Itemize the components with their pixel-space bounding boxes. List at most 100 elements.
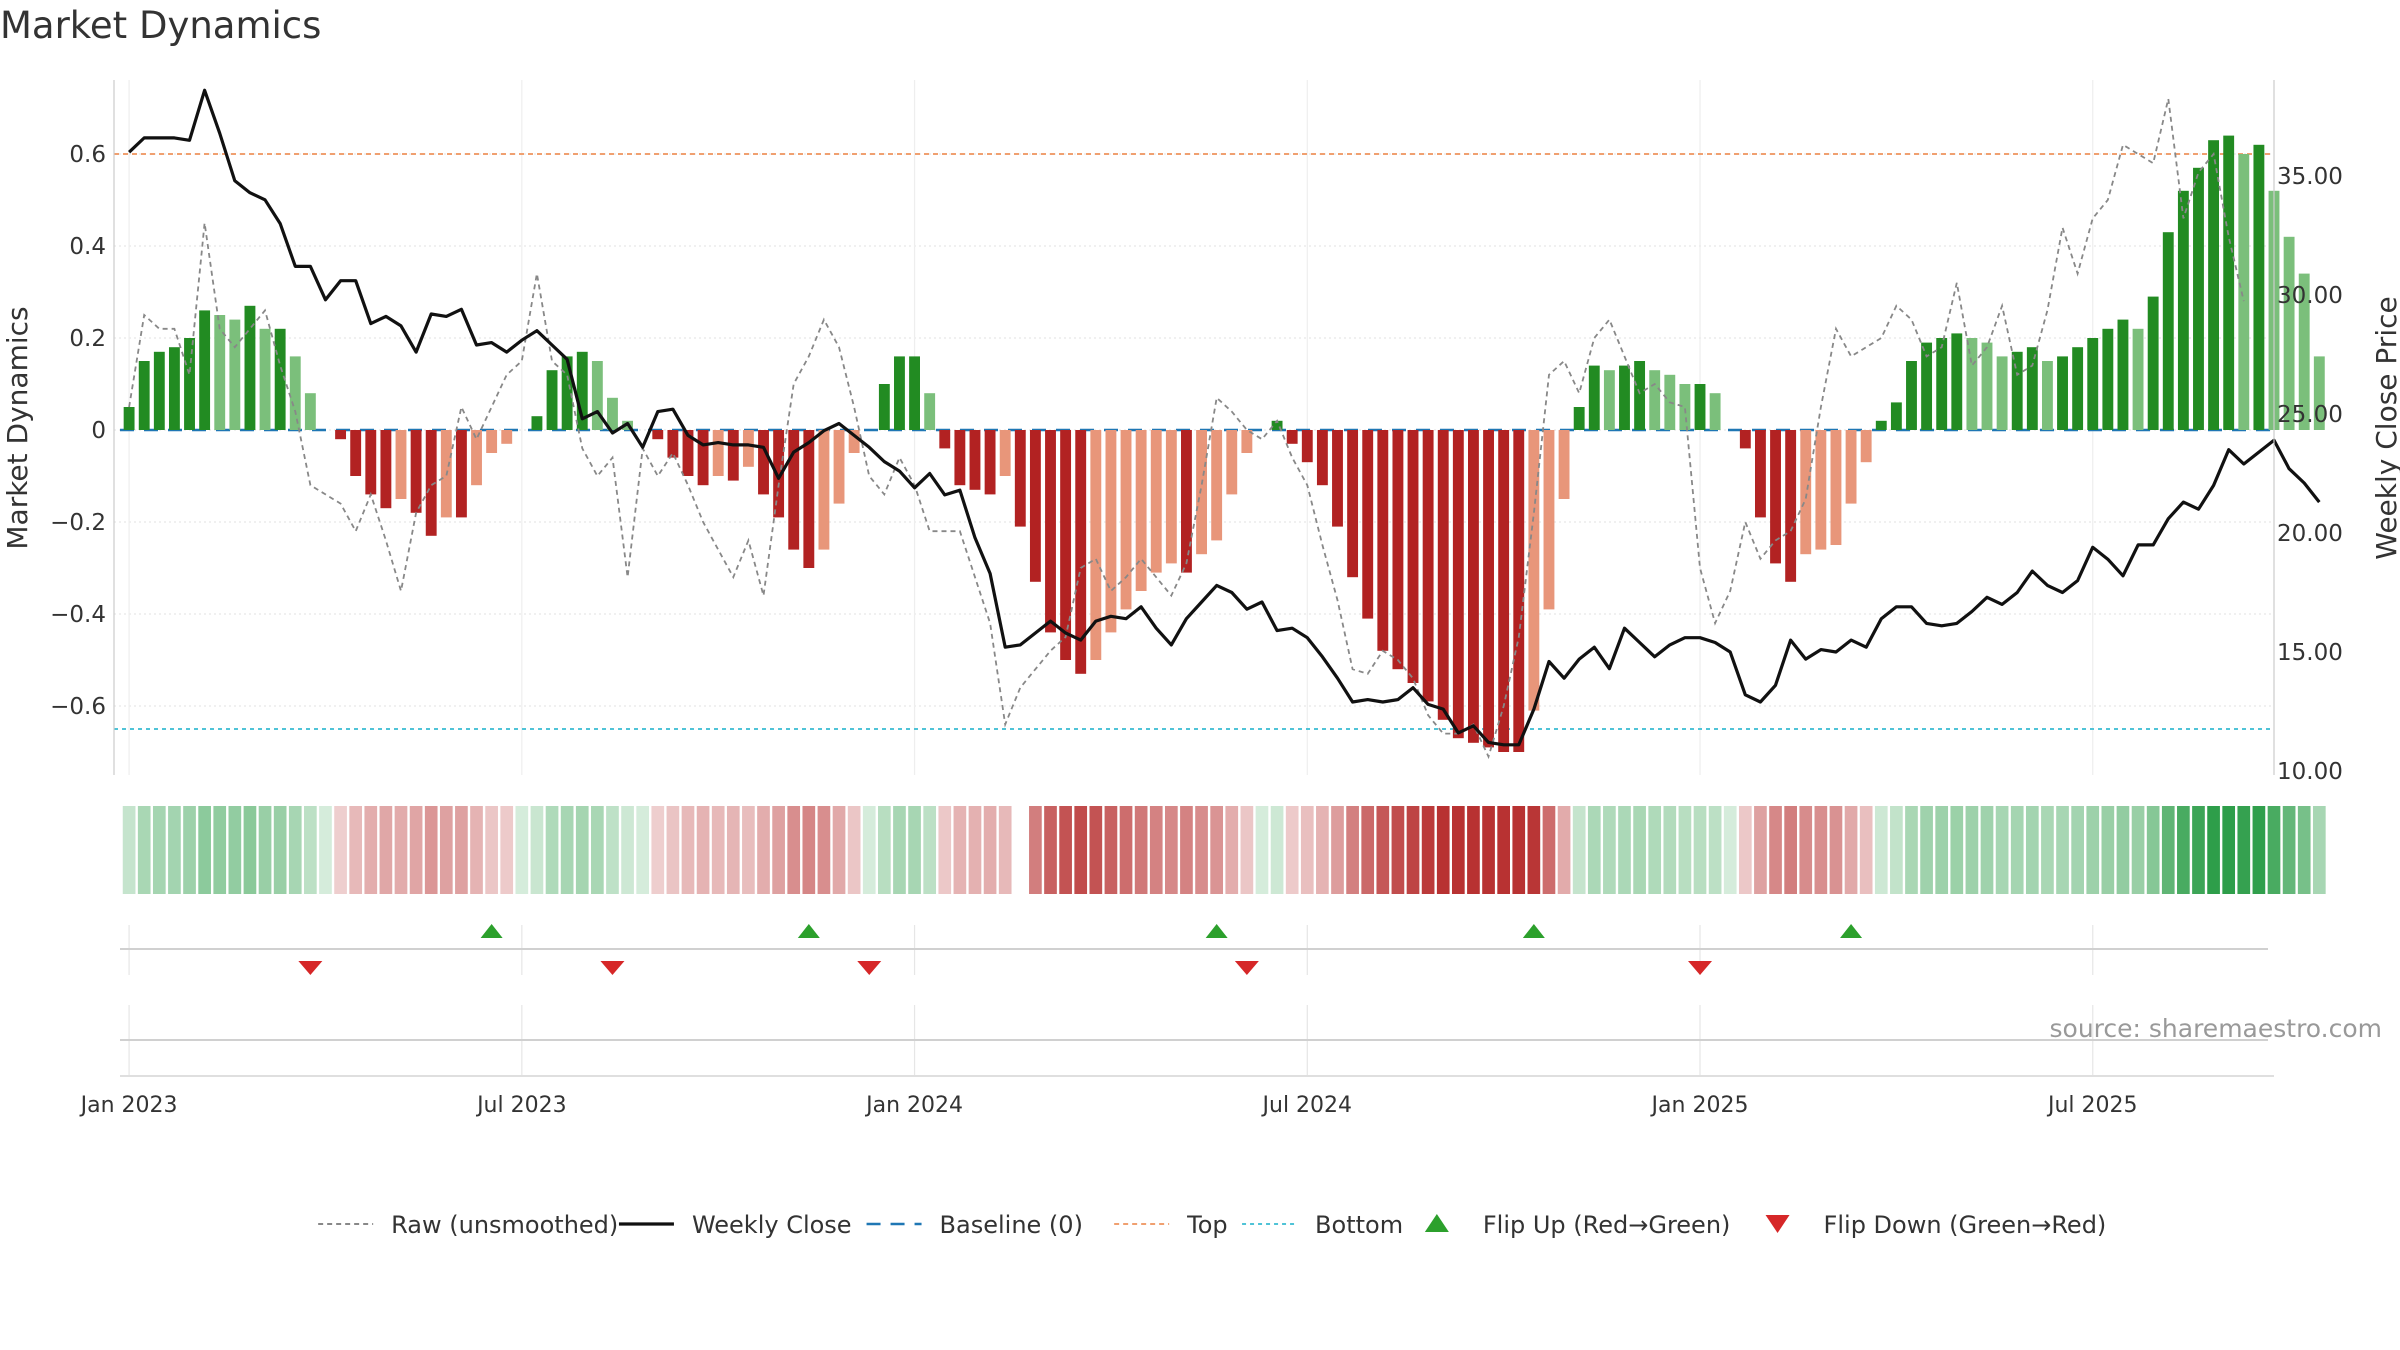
strip-cell: [500, 806, 514, 894]
momentum-bar: [2057, 356, 2068, 430]
momentum-bar: [1060, 430, 1072, 660]
strip-cell: [1829, 806, 1843, 894]
momentum-bar: [742, 430, 754, 467]
strip-cell: [893, 806, 906, 894]
momentum-bar: [1573, 407, 1585, 430]
strip-cell: [847, 806, 861, 894]
strip-cell: [1995, 806, 2009, 894]
momentum-bar: [274, 328, 286, 430]
momentum-bar: [1815, 430, 1827, 550]
strip-cell: [862, 806, 876, 894]
momentum-bar: [1528, 430, 1540, 711]
strip-cell: [1557, 806, 1571, 894]
momentum-bar: [2193, 167, 2204, 431]
momentum-bar: [2177, 190, 2189, 430]
momentum-bar: [168, 347, 180, 430]
momentum-bar: [1286, 430, 1298, 444]
momentum-bar: [1634, 361, 1646, 430]
strip-cell: [2222, 806, 2236, 894]
strip-cell: [1708, 806, 1722, 894]
strip-cell: [742, 806, 755, 894]
strip-cell: [560, 806, 574, 894]
strip-cell: [998, 806, 1012, 894]
strip-cell: [1482, 806, 1495, 894]
strip-cell: [1134, 806, 1148, 894]
strip-cell: [2101, 806, 2115, 894]
momentum-bar: [1830, 430, 1842, 545]
strip-cell: [2131, 806, 2145, 894]
momentum-bar: [561, 356, 573, 430]
strip-cell: [2086, 806, 2100, 894]
strip-cell: [1633, 806, 1646, 894]
strip-cell: [349, 806, 363, 894]
strip-cell: [802, 806, 816, 894]
source-note: source: sharemaestro.com: [2049, 1014, 2383, 1043]
right-tick-label: 35.00: [2277, 164, 2343, 190]
momentum-bar: [1226, 430, 1238, 495]
strip-cell: [394, 806, 408, 894]
momentum-bar: [2132, 328, 2144, 430]
momentum-bar: [1785, 430, 1797, 582]
momentum-bar: [380, 430, 392, 509]
strip-cell: [1920, 806, 1933, 894]
momentum-bar: [924, 393, 936, 430]
momentum-bar: [758, 430, 769, 495]
strip-cell: [183, 806, 196, 894]
strip-cell: [681, 806, 695, 894]
strip-cell: [938, 806, 952, 894]
strip-cell: [1406, 806, 1420, 894]
strip-cell: [2010, 806, 2024, 894]
momentum-bar: [501, 430, 513, 444]
momentum-bar: [1875, 420, 1887, 430]
momentum-bar: [153, 351, 165, 430]
strip-cell: [1859, 806, 1873, 894]
momentum-bar: [909, 356, 920, 430]
momentum-bar: [878, 384, 890, 430]
flip-down-marker: [298, 961, 323, 975]
legend-item-top: Top: [1114, 1211, 1228, 1239]
strip-cell: [1587, 806, 1601, 894]
strip-cell: [455, 806, 468, 894]
strip-cell: [772, 806, 785, 894]
strip-cell: [1180, 806, 1193, 894]
strip-cell: [2207, 806, 2220, 894]
momentum-bar: [1090, 430, 1102, 660]
left-tick-label: 0.4: [69, 234, 106, 260]
momentum-bar: [1392, 430, 1404, 670]
strip-cell: [953, 806, 967, 894]
strip-cell: [1693, 806, 1707, 894]
momentum-bar: [652, 430, 664, 440]
momentum-bar: [1513, 430, 1525, 752]
momentum-bar: [2147, 296, 2159, 430]
strip-cell: [1678, 806, 1692, 894]
momentum-bar: [591, 361, 603, 430]
legend-label: Bottom: [1315, 1211, 1403, 1239]
strip-cell: [1331, 806, 1344, 894]
strip-cell: [2192, 806, 2205, 894]
momentum-bar: [214, 315, 226, 430]
legend-item-flipdown: Flip Down (Green→Red): [1765, 1211, 2106, 1239]
legend-swatch: [1765, 1215, 1790, 1233]
strip-cell: [1512, 806, 1526, 894]
momentum-bar: [259, 328, 271, 430]
momentum-bar: [2238, 154, 2250, 430]
momentum-bar: [425, 430, 437, 536]
strip-cell: [1814, 806, 1828, 894]
momentum-bar: [2313, 356, 2325, 430]
strip-cell: [923, 806, 937, 894]
momentum-bar: [576, 351, 588, 430]
flip-up-marker: [1522, 924, 1545, 938]
legend-label: Weekly Close: [692, 1211, 852, 1239]
strip-cell: [2177, 806, 2190, 894]
momentum-bar: [1468, 430, 1479, 743]
strip-cell: [470, 806, 483, 894]
momentum-bar: [1649, 370, 1661, 430]
strip-cell: [213, 806, 227, 894]
regime-strip: [122, 806, 2326, 894]
momentum-bar: [455, 430, 467, 518]
momentum-bar: [1890, 402, 1902, 430]
strip-cell: [1376, 806, 1390, 894]
strip-cell: [1890, 806, 1903, 894]
momentum-bar: [1075, 430, 1087, 674]
strip-cell: [2252, 806, 2266, 894]
